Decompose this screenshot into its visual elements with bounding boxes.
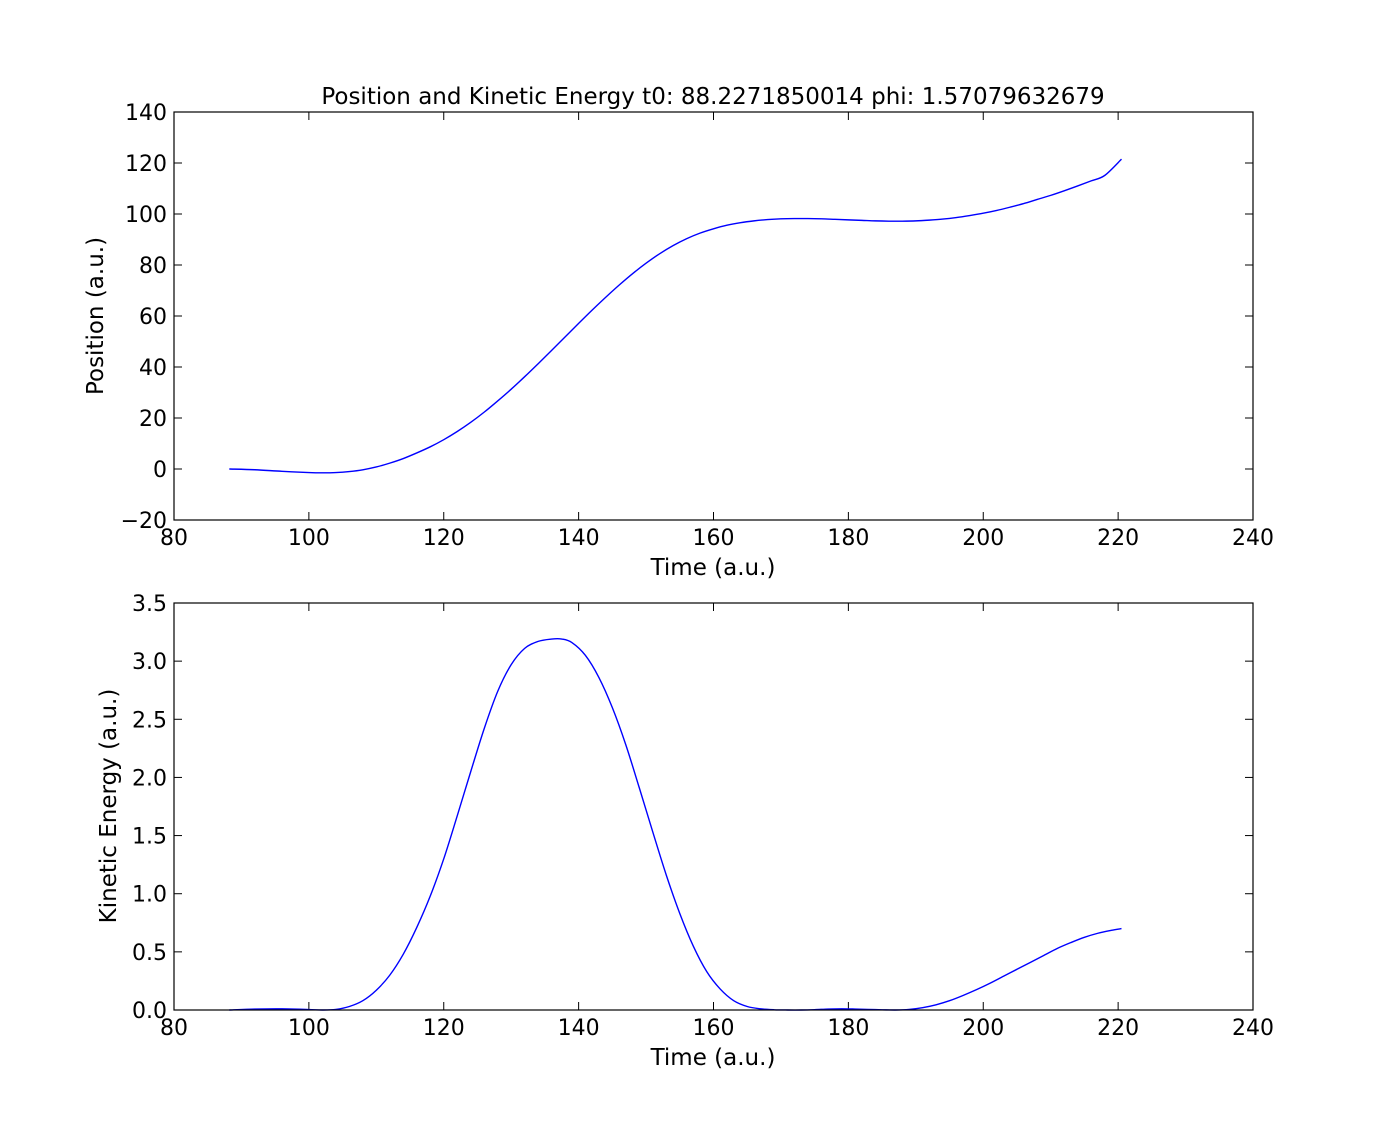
kinetic-energy-x-tick-label: 220: [1097, 1016, 1139, 1041]
kinetic-energy-plot-frame: [173, 602, 1254, 1011]
position-y-tick-label: 120: [125, 152, 167, 177]
position-y-tick-label: 20: [139, 407, 167, 432]
kinetic-energy-y-tick-label: 1.5: [132, 825, 167, 850]
position-x-tick-label: 80: [160, 526, 188, 551]
position-x-tick-label: 200: [962, 526, 1004, 551]
kinetic-energy-y-axis-label: Kinetic Energy (a.u.): [96, 689, 122, 924]
position-x-tick-label: 100: [288, 526, 330, 551]
kinetic-energy-subplot: 80 100 120 140 160 180 200 220 240 0.0 0.5 1.0 1.5 2…: [96, 592, 1274, 1071]
kinetic-energy-x-tick-label: 80: [160, 1016, 188, 1041]
kinetic-energy-series-line: [229, 637, 1122, 1011]
kinetic-energy-x-tick-label: 180: [827, 1016, 869, 1041]
kinetic-energy-x-axis-label: Time (a.u.): [650, 1045, 776, 1071]
kinetic-energy-x-tick-label: 160: [693, 1016, 735, 1041]
position-subplot: Position and Kinetic Energy t0: 88.22718…: [83, 84, 1274, 581]
position-y-tick-label: −20: [121, 509, 167, 534]
kinetic-energy-y-tick-label: 1.0: [132, 883, 167, 908]
position-x-tick-label: 140: [558, 526, 600, 551]
kinetic-energy-y-tick-label: 3.0: [132, 650, 167, 675]
kinetic-energy-x-tick-labels: 80 100 120 140 160 180 200 220 240: [160, 1016, 1274, 1041]
kinetic-energy-y-tick-label: 2.5: [132, 708, 167, 733]
kinetic-energy-y-tick-label: 0.5: [132, 941, 167, 966]
position-y-tick-label: 100: [125, 203, 167, 228]
position-x-tick-label: 220: [1097, 526, 1139, 551]
position-y-tick-label: 140: [125, 101, 167, 126]
kinetic-energy-x-tick-label: 140: [558, 1016, 600, 1041]
position-y-tick-label: 80: [139, 254, 167, 279]
kinetic-energy-y-tick-label: 2.0: [132, 766, 167, 791]
position-x-tick-label: 180: [827, 526, 869, 551]
position-y-tick-label: 0: [153, 458, 167, 483]
kinetic-energy-y-tick-labels: 0.0 0.5 1.0 1.5 2.0 2.5 3.0 3.5: [132, 592, 167, 1024]
kinetic-energy-x-tick-label: 200: [962, 1016, 1004, 1041]
position-x-tick-labels: 80 100 120 140 160 180 200 220 240: [160, 526, 1274, 551]
kinetic-energy-y-tick-label: 0.0: [132, 999, 167, 1024]
kinetic-energy-x-tick-label: 100: [288, 1016, 330, 1041]
position-x-tick-label: 160: [693, 526, 735, 551]
kinetic-energy-x-tick-label: 120: [423, 1016, 465, 1041]
position-y-tick-labels: −20 0 20 40 60 80 100 120 140: [121, 101, 167, 534]
position-y-tick-label: 40: [139, 356, 167, 381]
kinetic-energy-x-tick-label: 240: [1232, 1016, 1274, 1041]
chart-title: Position and Kinetic Energy t0: 88.22718…: [321, 84, 1104, 110]
position-x-axis-label: Time (a.u.): [650, 555, 776, 581]
kinetic-energy-y-tick-label: 3.5: [132, 592, 167, 617]
position-plot-frame: [173, 111, 1254, 521]
position-x-tick-label: 120: [423, 526, 465, 551]
position-x-tick-label: 240: [1232, 526, 1274, 551]
position-series-line: [229, 158, 1122, 474]
position-y-tick-label: 60: [139, 305, 167, 330]
position-y-axis-label: Position (a.u.): [83, 237, 109, 395]
